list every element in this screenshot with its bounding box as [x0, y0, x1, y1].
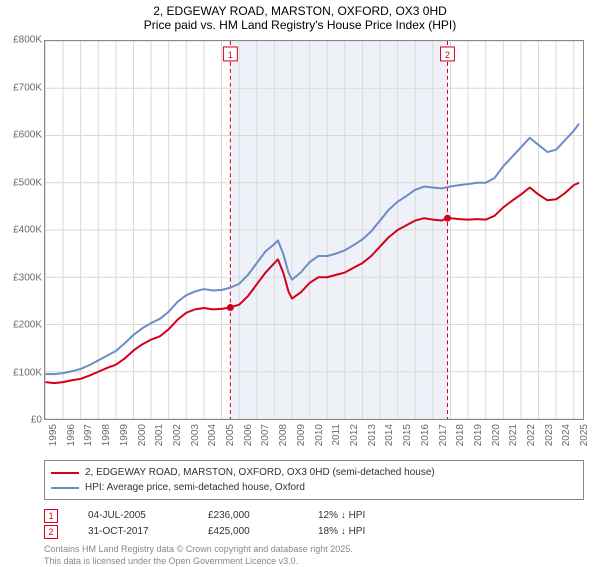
x-tick-label: 2003: [190, 424, 201, 446]
legend-and-footer: 2, EDGEWAY ROAD, MARSTON, OXFORD, OX3 0H…: [44, 460, 584, 567]
attrib-line: Contains HM Land Registry data © Crown c…: [44, 544, 584, 556]
x-tick-label: 2010: [314, 424, 325, 446]
x-tick-label: 2018: [455, 424, 466, 446]
title-line-2: Price paid vs. HM Land Registry's House …: [0, 18, 600, 32]
x-tick-label: 2025: [579, 424, 590, 446]
legend-label: HPI: Average price, semi-detached house,…: [85, 480, 305, 495]
tx-date: 31-OCT-2017: [88, 524, 178, 540]
legend-swatch: [51, 487, 79, 489]
x-tick-label: 2002: [172, 424, 183, 446]
x-tick-label: 2019: [473, 424, 484, 446]
x-tick-label: 2023: [544, 424, 555, 446]
y-tick-label: £700K: [2, 82, 42, 93]
x-tick-label: 1996: [66, 424, 77, 446]
y-tick-label: £600K: [2, 130, 42, 141]
tx-price: £425,000: [208, 524, 288, 540]
x-tick-label: 2012: [349, 424, 360, 446]
table-row: 1 04-JUL-2005 £236,000 12% ↓ HPI: [44, 508, 584, 524]
attrib-line: This data is licensed under the Open Gov…: [44, 556, 584, 567]
x-tick-label: 2005: [225, 424, 236, 446]
title-block: 2, EDGEWAY ROAD, MARSTON, OXFORD, OX3 0H…: [0, 0, 600, 32]
y-tick-label: £800K: [2, 35, 42, 46]
chart-container: 2, EDGEWAY ROAD, MARSTON, OXFORD, OX3 0H…: [0, 0, 600, 560]
svg-text:1: 1: [228, 50, 233, 60]
x-tick-label: 2015: [402, 424, 413, 446]
x-tick-label: 1999: [119, 424, 130, 446]
plot-area: 12: [44, 40, 584, 420]
y-tick-label: £300K: [2, 272, 42, 283]
attribution: Contains HM Land Registry data © Crown c…: [44, 544, 584, 567]
x-tick-label: 2017: [438, 424, 449, 446]
marker-badge: 2: [44, 525, 58, 539]
svg-text:2: 2: [445, 50, 450, 60]
table-row: 2 31-OCT-2017 £425,000 18% ↓ HPI: [44, 524, 584, 540]
x-tick-label: 2009: [296, 424, 307, 446]
x-tick-label: 2020: [491, 424, 502, 446]
x-tick-label: 2007: [260, 424, 271, 446]
tx-price: £236,000: [208, 508, 288, 524]
y-tick-label: £400K: [2, 225, 42, 236]
y-tick-label: £0: [2, 415, 42, 426]
y-tick-label: £100K: [2, 367, 42, 378]
legend-swatch: [51, 472, 79, 474]
x-tick-label: 2022: [526, 424, 537, 446]
x-tick-label: 2008: [278, 424, 289, 446]
y-tick-label: £200K: [2, 320, 42, 331]
tx-date: 04-JUL-2005: [88, 508, 178, 524]
x-tick-label: 2024: [561, 424, 572, 446]
legend-row: 2, EDGEWAY ROAD, MARSTON, OXFORD, OX3 0H…: [51, 465, 577, 480]
x-tick-label: 2006: [243, 424, 254, 446]
x-tick-label: 2011: [331, 424, 342, 446]
x-tick-label: 1995: [48, 424, 59, 446]
marker-badge: 1: [44, 509, 58, 523]
legend-label: 2, EDGEWAY ROAD, MARSTON, OXFORD, OX3 0H…: [85, 465, 435, 480]
x-tick-label: 2004: [207, 424, 218, 446]
legend-row: HPI: Average price, semi-detached house,…: [51, 480, 577, 495]
legend-frame: 2, EDGEWAY ROAD, MARSTON, OXFORD, OX3 0H…: [44, 460, 584, 500]
x-tick-label: 2001: [154, 424, 165, 446]
x-tick-label: 1997: [83, 424, 94, 446]
tx-delta: 12% ↓ HPI: [318, 508, 365, 524]
x-tick-label: 2000: [137, 424, 148, 446]
x-tick-label: 2021: [508, 424, 519, 446]
tx-delta: 18% ↓ HPI: [318, 524, 365, 540]
title-line-1: 2, EDGEWAY ROAD, MARSTON, OXFORD, OX3 0H…: [0, 4, 600, 18]
y-tick-label: £500K: [2, 177, 42, 188]
x-tick-label: 2014: [384, 424, 395, 446]
x-tick-label: 2013: [367, 424, 378, 446]
x-tick-label: 1998: [101, 424, 112, 446]
transactions-table: 1 04-JUL-2005 £236,000 12% ↓ HPI 2 31-OC…: [44, 508, 584, 540]
x-tick-label: 2016: [420, 424, 431, 446]
plot-svg: 12: [45, 41, 583, 419]
